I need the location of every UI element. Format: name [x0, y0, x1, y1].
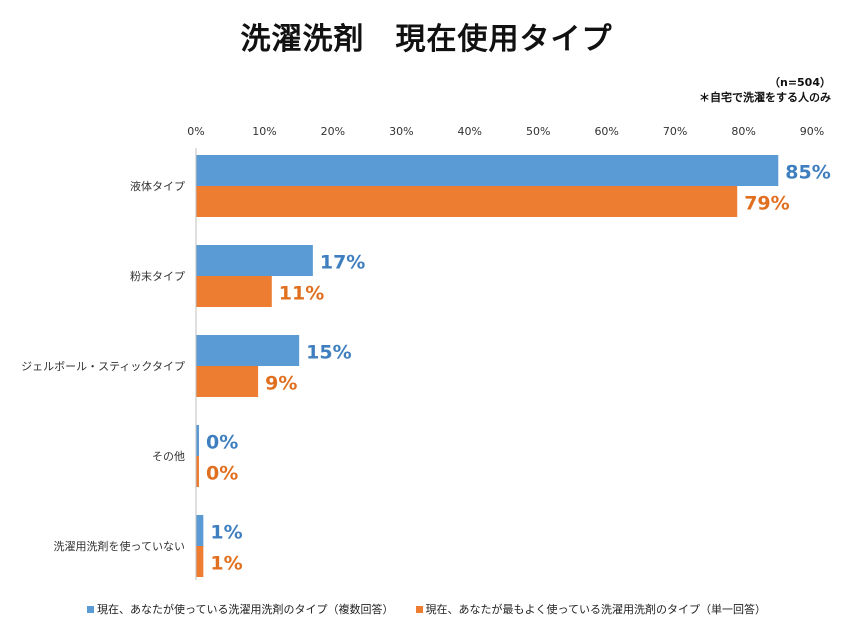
- x-tick-label: 70%: [663, 125, 687, 138]
- bar-series-2: [196, 366, 259, 397]
- bar-series-1: [196, 245, 313, 276]
- data-label-series-1: 1%: [210, 522, 242, 544]
- bar-series-2: [196, 456, 199, 487]
- legend-label-series-2: 現在、あなたが最もよく使っている洗濯用洗剤のタイプ（単一回答）: [425, 603, 766, 616]
- data-label-series-2: 79%: [744, 193, 789, 215]
- data-label-series-2: 1%: [210, 553, 242, 575]
- legend-item-series-1: 現在、あなたが使っている洗濯用洗剤のタイプ（複数回答）: [87, 601, 394, 617]
- x-tick-label: 10%: [252, 125, 276, 138]
- legend-item-series-2: 現在、あなたが最もよく使っている洗濯用洗剤のタイプ（単一回答）: [415, 601, 766, 617]
- data-label-series-1: 15%: [306, 342, 351, 364]
- bar-series-2: [196, 546, 204, 577]
- bar-series-2: [196, 186, 738, 217]
- bar-series-1: [196, 155, 779, 186]
- data-label-series-2: 9%: [265, 373, 297, 395]
- category-label: 洗濯用洗剤を使っていない: [54, 539, 185, 553]
- chart-legend: 現在、あなたが使っている洗濯用洗剤のタイプ（複数回答） 現在、あなたが最もよく使…: [0, 601, 853, 617]
- data-label-series-1: 0%: [206, 432, 238, 454]
- category-label: 液体タイプ: [130, 179, 185, 193]
- x-tick-label: 60%: [594, 125, 618, 138]
- data-label-series-1: 17%: [320, 252, 365, 274]
- legend-label-series-1: 現在、あなたが使っている洗濯用洗剤のタイプ（複数回答）: [97, 603, 394, 616]
- bar-series-2: [196, 276, 272, 307]
- data-label-series-2: 0%: [206, 463, 238, 485]
- data-label-series-2: 11%: [279, 283, 324, 305]
- bar-chart: 0% 10% 20% 30% 40% 50% 60% 70% 80% 90% 液体タイプ粉末タイプジ…: [21, 125, 831, 580]
- chart-title: 洗濯洗剤 現在使用タイプ: [240, 22, 613, 57]
- sample-size-note: （n=504）: [768, 76, 831, 89]
- bar-series-1: [196, 515, 204, 546]
- scope-note: ＊自宅で洗濯をする人のみ: [699, 91, 831, 104]
- x-tick-label: 90%: [800, 125, 824, 138]
- legend-swatch-series-1: [87, 605, 95, 613]
- category-label: その他: [152, 450, 185, 463]
- x-tick-label: 30%: [389, 125, 413, 138]
- x-tick-label: 20%: [321, 125, 345, 138]
- category-label: 粉末タイプ: [130, 269, 185, 283]
- bar-series-1: [196, 425, 199, 456]
- category-label: ジェルボール・スティックタイプ: [21, 360, 185, 373]
- x-tick-label: 40%: [458, 125, 482, 138]
- x-tick-label: 80%: [731, 125, 755, 138]
- x-tick-label: 50%: [526, 125, 550, 138]
- x-tick-label: 0%: [187, 125, 204, 138]
- bar-series-1: [196, 335, 300, 366]
- legend-swatch-series-2: [415, 605, 423, 613]
- data-label-series-1: 85%: [785, 162, 830, 184]
